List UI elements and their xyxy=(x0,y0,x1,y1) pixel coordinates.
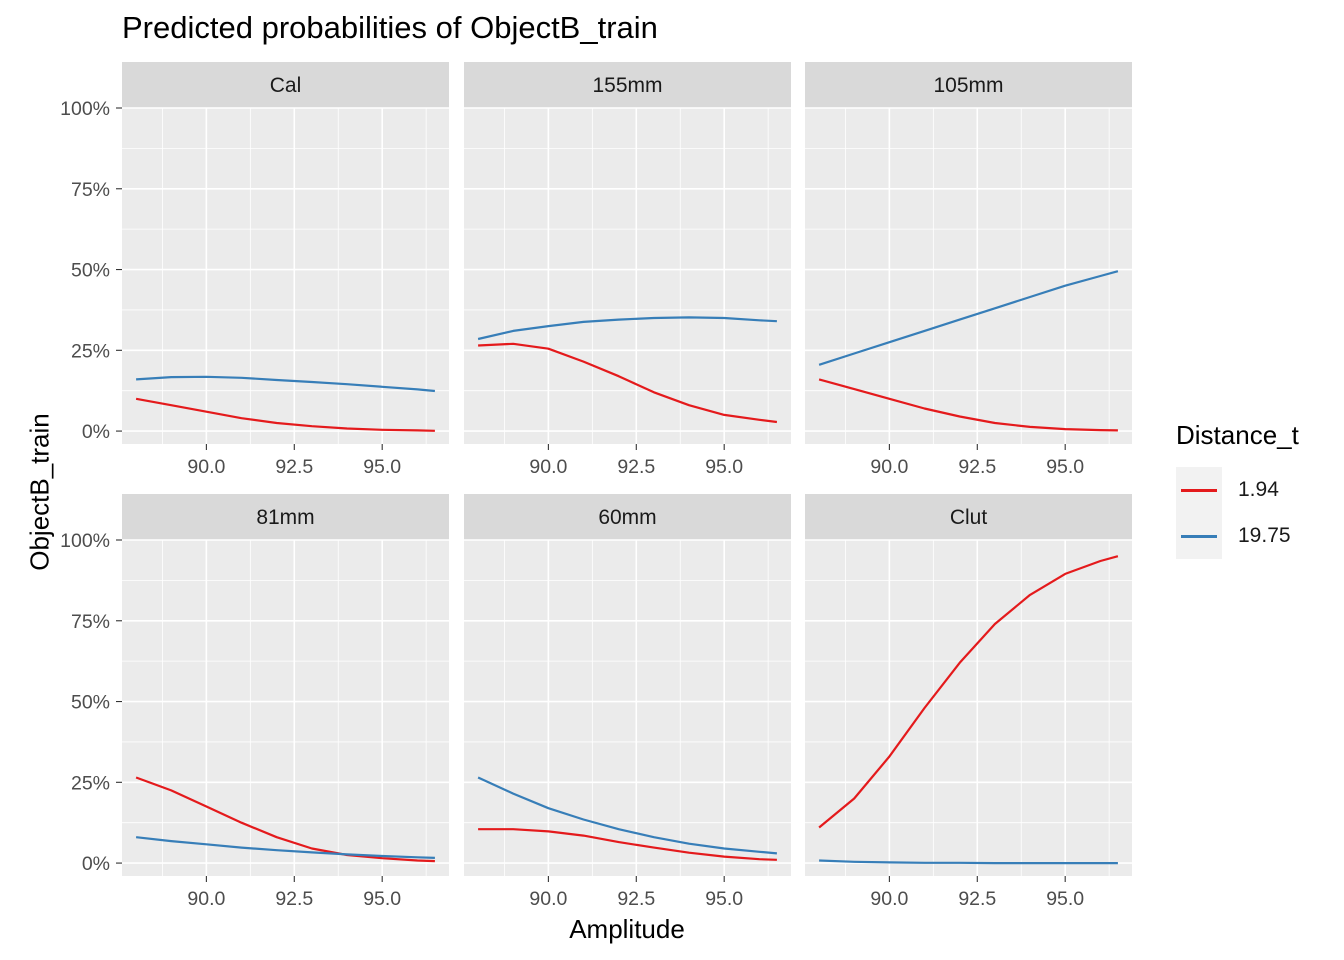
series-line-19.75 xyxy=(477,316,777,341)
y-tick-label: 50% xyxy=(71,692,110,714)
facet-strip-label: 105mm xyxy=(933,74,1003,97)
facet-strip xyxy=(122,494,449,540)
panel-background xyxy=(805,108,1132,444)
facet-strip xyxy=(805,494,1132,540)
panel-background xyxy=(464,540,791,876)
legend: Distance_t 1.94 19.75 xyxy=(1176,420,1299,559)
legend-title: Distance_t xyxy=(1176,420,1299,450)
facet-strip xyxy=(122,62,449,108)
x-tick-label: 90.0 xyxy=(870,888,908,910)
facet-panel: Cal 90.0 92.5 95.0 0% 25% 50% 75% 100% xyxy=(60,62,449,478)
facet-panel: 105mm 90.0 92.5 95.0 xyxy=(805,62,1132,478)
panel-background xyxy=(805,540,1132,876)
x-tick-label: 95.0 xyxy=(363,456,401,478)
y-tick-label: 0% xyxy=(82,421,110,443)
y-axis-title: ObjectB_train xyxy=(24,413,55,571)
x-tick-label: 95.0 xyxy=(705,456,743,478)
x-tick-label: 90.0 xyxy=(529,888,567,910)
panel-background xyxy=(464,108,791,444)
legend-item-19.75: 19.75 xyxy=(1176,513,1299,559)
legend-key xyxy=(1176,513,1222,559)
y-tick-label: 100% xyxy=(60,98,110,120)
series-line-19.75 xyxy=(477,776,778,855)
facet-panel: 81mm 90.0 92.5 95.0 0% 25% 50% 75% 100% xyxy=(60,494,449,910)
facet-strip-label: Cal xyxy=(270,74,302,97)
x-tick-label: 90.0 xyxy=(529,456,567,478)
legend-item-1.94: 1.94 xyxy=(1176,467,1299,513)
series-line-19.75 xyxy=(819,859,1118,865)
chart-title: Predicted probabilities of ObjectB_train xyxy=(122,10,658,45)
y-tick-label: 75% xyxy=(71,179,110,201)
series-line-19.75 xyxy=(135,836,435,859)
facet-strip xyxy=(805,62,1132,108)
x-tick-label: 95.0 xyxy=(1046,456,1084,478)
panel-background xyxy=(122,108,449,444)
y-tick-label: 75% xyxy=(71,611,110,633)
legend-key xyxy=(1176,467,1222,513)
facet-strip-label: Clut xyxy=(950,506,988,529)
facet-panel: 60mm 90.0 92.5 95.0 xyxy=(464,494,791,910)
y-tick-label: 25% xyxy=(71,772,110,794)
x-axis-title: Amplitude xyxy=(569,914,685,944)
facet-strip-label: 60mm xyxy=(598,506,656,529)
facet-panel: Clut 90.0 92.5 95.0 xyxy=(805,494,1132,910)
series-line-19.75 xyxy=(818,270,1119,366)
x-tick-label: 90.0 xyxy=(187,456,225,478)
facet-strip-label: 81mm xyxy=(256,506,314,529)
y-tick-label: 50% xyxy=(71,260,110,282)
legend-label: 19.75 xyxy=(1238,524,1291,547)
y-tick-label: 25% xyxy=(71,340,110,362)
x-tick-label: 92.5 xyxy=(617,456,655,478)
y-tick-label: 100% xyxy=(60,530,110,552)
series-line-1.94 xyxy=(818,555,1119,829)
x-tick-label: 95.0 xyxy=(1046,888,1084,910)
series-line-1.94 xyxy=(818,378,1118,432)
legend-label: 1.94 xyxy=(1238,478,1279,501)
x-tick-label: 95.0 xyxy=(705,888,743,910)
series-line-1.94 xyxy=(478,828,777,861)
x-tick-label: 92.5 xyxy=(958,456,996,478)
series-line-1.94 xyxy=(135,776,435,863)
x-tick-label: 90.0 xyxy=(870,456,908,478)
x-tick-label: 92.5 xyxy=(958,888,996,910)
series-line-1.94 xyxy=(478,342,778,424)
panel-background xyxy=(122,540,449,876)
x-tick-label: 92.5 xyxy=(275,456,313,478)
y-tick-label: 0% xyxy=(82,853,110,875)
x-tick-label: 90.0 xyxy=(187,888,225,910)
x-tick-label: 92.5 xyxy=(275,888,313,910)
facet-strip-label: 155mm xyxy=(592,74,662,97)
facet-panel: 155mm 90.0 92.5 95.0 xyxy=(464,62,791,478)
series-line-1.94 xyxy=(135,397,435,432)
x-tick-label: 95.0 xyxy=(363,888,401,910)
facet-strip xyxy=(464,62,791,108)
x-tick-label: 92.5 xyxy=(617,888,655,910)
series-line-19.75 xyxy=(136,375,436,393)
facet-strip xyxy=(464,494,791,540)
